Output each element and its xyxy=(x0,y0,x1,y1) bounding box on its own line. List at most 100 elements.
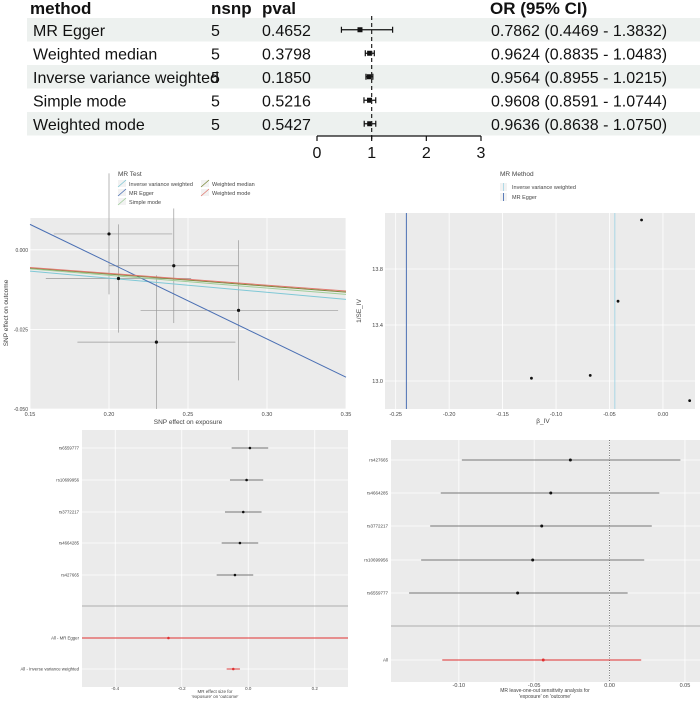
or-point xyxy=(357,27,363,33)
row-pval: 0.3798 xyxy=(262,46,311,63)
x-tick-label: -0.2 xyxy=(178,686,186,691)
row-nsnp: 5 xyxy=(211,46,220,63)
funnel-legend-title: MR Method xyxy=(500,171,534,178)
scatter-legend: MR Test Inverse variance weighted Weighte… xyxy=(117,171,255,206)
x-tick-label: -0.4 xyxy=(111,686,119,691)
x-tick-label: 1 xyxy=(367,145,376,162)
x-tick-label: 0.30 xyxy=(262,412,273,418)
x-tick-label: 0.25 xyxy=(183,412,194,418)
funnel-plot: MR Method Inverse variance weighted MR Eg… xyxy=(356,171,695,425)
or-point xyxy=(367,50,373,56)
scatter-x-label: SNP effect on exposure xyxy=(154,419,223,426)
x-tick-label: 0.00 xyxy=(658,412,669,418)
row-pval: 0.5216 xyxy=(262,93,311,110)
x-tick-label: 0.15 xyxy=(25,412,36,418)
row-label: rs3772217 xyxy=(367,524,389,529)
x-tick-label: 0.2 xyxy=(312,686,319,691)
table-row-stripe xyxy=(27,112,700,136)
row-method: MR Egger xyxy=(33,23,106,40)
legend-swatch xyxy=(200,179,210,188)
y-tick-label: 13.8 xyxy=(372,267,383,273)
x-tick-label: -0.05 xyxy=(528,683,541,689)
y-tick-label: 13.0 xyxy=(372,379,383,385)
or-point xyxy=(367,121,373,127)
row-label: All - MR Egger xyxy=(51,636,80,641)
row-nsnp: 5 xyxy=(211,23,220,40)
estimate-point xyxy=(248,446,252,450)
snp-point xyxy=(172,264,176,268)
funnel-panel: MR Method Inverse variance weighted MR Eg… xyxy=(355,165,700,430)
y-tick-label: 0.000 xyxy=(15,248,28,254)
x-tick-label: 2 xyxy=(422,145,431,162)
header-or-ci: OR (95% CI) xyxy=(490,0,587,18)
row-label: rs3772217 xyxy=(59,510,80,515)
estimate-point xyxy=(231,667,235,671)
estimate-point xyxy=(568,458,572,462)
snp-point xyxy=(688,399,692,402)
row-method: Inverse variance weighted xyxy=(33,70,219,87)
regression-line xyxy=(29,268,347,295)
loo-x-label-2: 'exposure' on 'outcome' xyxy=(519,694,571,700)
estimate-point xyxy=(241,510,245,514)
table-rows: MR Egger 5 0.4652 0.7862 (0.4469 - 1.3832) W… xyxy=(27,18,700,136)
row-label: rs4664285 xyxy=(367,491,389,496)
leave-one-out-plot: -0.10 -0.05 0.00 0.05 rs427665 rs4664285 rs377… xyxy=(364,440,700,700)
legend-swatch xyxy=(200,188,210,197)
mr-scatter-panel: MR Test Inverse variance weighted Weighte… xyxy=(0,165,355,430)
row-nsnp: 5 xyxy=(211,117,220,134)
legend-label: Weighted mode xyxy=(212,191,250,197)
row-pval: 0.1850 xyxy=(262,70,311,87)
estimate-point xyxy=(233,573,237,577)
legend-swatch xyxy=(117,197,127,206)
x-tick-label: 0.35 xyxy=(341,412,352,418)
x-tick-label: 0.0 xyxy=(245,686,252,691)
estimate-point xyxy=(167,636,170,640)
scatter-legend-title: MR Test xyxy=(118,171,142,178)
or-forest-plot: 0 1 2 3 xyxy=(313,16,486,162)
legend-swatch xyxy=(117,179,127,188)
row-or-ci: 0.7862 (0.4469 - 1.3832) xyxy=(491,23,667,40)
row-method: Simple mode xyxy=(33,93,126,110)
estimate-point xyxy=(238,541,242,545)
single-x-label-1: MR effect size for xyxy=(198,689,233,694)
regression-line xyxy=(29,267,347,292)
y-tick-label: -0.025 xyxy=(14,327,28,333)
legend-label: MR Egger xyxy=(512,195,537,201)
legend-label: Inverse variance weighted xyxy=(129,182,193,188)
estimate-point xyxy=(245,478,248,482)
header-pval: pval xyxy=(262,0,296,18)
mr-scatter-plot: MR Test Inverse variance weighted Weighte… xyxy=(3,171,352,426)
estimate-point xyxy=(540,524,544,528)
row-or-ci: 0.9564 (0.8955 - 1.0215) xyxy=(491,70,667,87)
estimate-point xyxy=(531,558,535,562)
x-tick-label: 0.00 xyxy=(604,683,615,689)
row-method: Weighted median xyxy=(33,46,157,63)
x-tick-label: -0.15 xyxy=(496,412,509,418)
snp-point xyxy=(640,218,643,222)
x-tick-label: 0 xyxy=(313,145,322,162)
funnel-plot-area xyxy=(385,213,695,409)
y-tick-label: -0.050 xyxy=(14,407,28,413)
row-nsnp: 5 xyxy=(211,70,220,87)
snp-point xyxy=(236,308,241,312)
row-label: All - Inverse variance weighted xyxy=(20,667,79,672)
x-tick-label: -0.05 xyxy=(603,412,616,418)
row-pval: 0.4652 xyxy=(262,23,311,40)
x-tick-label: -0.10 xyxy=(453,683,466,689)
header-method: method xyxy=(30,0,91,18)
row-label: rs6559777 xyxy=(59,446,80,451)
estimate-point xyxy=(549,491,553,495)
funnel-x-label: β_IV xyxy=(536,418,550,425)
or-forest-table: method nsnp pval OR (95% CI) MR Egger 5 0.… xyxy=(27,0,700,162)
row-method: Weighted mode xyxy=(33,117,145,134)
estimate-point xyxy=(541,658,545,662)
x-tick-label: 3 xyxy=(477,145,486,162)
legend-label: Simple mode xyxy=(129,200,161,206)
x-tick-label: -0.20 xyxy=(443,412,456,418)
funnel-legend: MR Method Inverse variance weighted MR Eg… xyxy=(500,171,576,201)
regression-line xyxy=(29,270,347,300)
legend-label: MR Egger xyxy=(129,191,154,197)
x-tick-label: 0.20 xyxy=(104,412,115,418)
row-pval: 0.5427 xyxy=(262,117,311,134)
x-tick-label: -0.10 xyxy=(550,412,563,418)
